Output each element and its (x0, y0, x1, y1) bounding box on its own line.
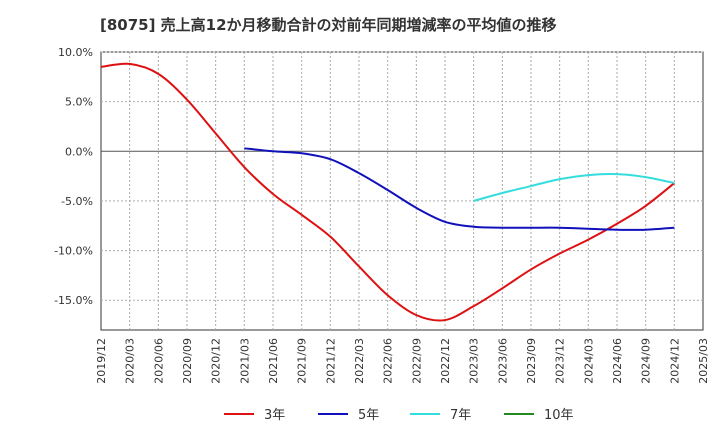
x-tick-label: 2020/09 (181, 338, 194, 384)
x-tick-label: 2020/12 (210, 338, 223, 384)
chart-title: [8075] 売上高12か月移動合計の対前年同期増減率の平均値の推移 (100, 16, 557, 34)
x-tick-label: 2021/06 (267, 338, 280, 384)
x-tick-label: 2023/06 (496, 338, 509, 384)
x-tick-label: 2020/03 (124, 338, 137, 384)
y-tick-label: 10.0% (58, 46, 93, 59)
x-tick-label: 2019/12 (95, 338, 108, 384)
y-axis: 10.0% 5.0% 0.0% -5.0% -10.0% -15.0% (54, 46, 93, 307)
legend-label: 7年 (450, 408, 471, 423)
x-tick-label: 2024/12 (668, 338, 681, 384)
series-line-2 (473, 173, 675, 202)
x-tick-label: 2023/12 (554, 338, 567, 384)
legend-label: 10年 (544, 408, 574, 423)
grid (101, 51, 703, 330)
x-tick-label: 2022/06 (382, 338, 395, 384)
x-tick-label: 2023/09 (525, 338, 538, 384)
x-tick-label: 2024/06 (611, 338, 624, 384)
x-tick-label: 2022/09 (410, 338, 423, 384)
x-tick-label: 2023/03 (468, 338, 481, 384)
x-axis: 2019/12 2020/03 2020/06 2020/09 2020/12 2021/… (95, 338, 710, 384)
series-line-0 (100, 62, 675, 322)
plot-frame (100, 51, 704, 331)
x-tick-label: 2025/03 (697, 338, 710, 384)
x-tick-label: 2022/12 (439, 338, 452, 384)
y-tick-label: 5.0% (65, 96, 93, 109)
legend-label: 5年 (358, 408, 379, 423)
y-tick-label: -15.0% (54, 294, 93, 307)
x-tick-label: 2024/03 (582, 338, 595, 384)
series-line-1 (244, 147, 675, 231)
x-tick-label: 2021/09 (296, 338, 309, 384)
legend: 3年 5年 7年 10年 (224, 408, 574, 423)
y-tick-label: 0.0% (65, 145, 93, 158)
y-tick-label: -5.0% (61, 195, 93, 208)
legend-label: 3年 (264, 408, 285, 423)
x-tick-label: 2020/06 (152, 338, 165, 384)
y-tick-label: -10.0% (54, 245, 93, 258)
x-tick-label: 2024/09 (640, 338, 653, 384)
plot-area (100, 51, 704, 331)
x-tick-label: 2022/03 (353, 338, 366, 384)
x-tick-label: 2021/12 (324, 338, 337, 384)
series-group (100, 62, 675, 322)
x-tick-label: 2021/03 (238, 338, 251, 384)
